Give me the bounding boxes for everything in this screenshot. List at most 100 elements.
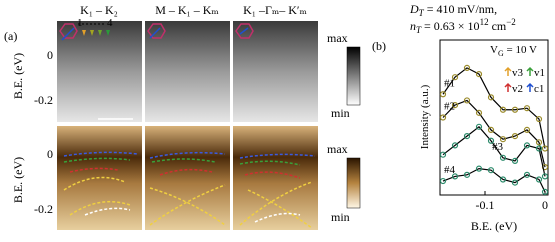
data-point (451, 173, 459, 180)
data-point (523, 171, 531, 178)
unit: cm (489, 19, 507, 33)
band-arrows (82, 30, 110, 36)
colorbar (346, 157, 361, 209)
axis-label: B.E. (eV) (11, 157, 25, 203)
data-point (511, 179, 519, 186)
superscript: −2 (506, 17, 516, 27)
data-point (499, 154, 507, 161)
colorbar-max: max (327, 142, 348, 156)
inset-label: 1 (77, 17, 83, 29)
legend-label: v2 (512, 83, 523, 95)
data-point (451, 74, 459, 81)
data-point (535, 145, 543, 152)
series-label: #3 (492, 141, 504, 153)
data-point (499, 136, 507, 143)
text: = 410 mV/nm, (424, 2, 497, 16)
series-label: #4 (444, 164, 456, 176)
column-title: K₁ – K₂ (80, 3, 118, 17)
symbol: n (410, 19, 416, 33)
data-point (511, 157, 519, 164)
series-label: #1 (444, 77, 455, 89)
axis-label: B.E. (eV) (11, 53, 25, 99)
spectra: -0.1 0 #1 #2 #3 #4 (439, 64, 549, 212)
bz-insets (59, 23, 254, 41)
data-point (463, 97, 471, 104)
data-point (499, 176, 507, 183)
data-point (541, 145, 549, 152)
data-point (511, 106, 519, 113)
data-point (439, 151, 447, 158)
arpes-image (57, 21, 142, 122)
data-point (439, 177, 447, 185)
data-point (511, 133, 519, 140)
data-point (475, 70, 483, 78)
colorbar (346, 46, 361, 106)
data-point (523, 105, 531, 112)
data-point (541, 173, 549, 180)
arpes-image (233, 21, 318, 122)
symbol: D (409, 2, 419, 16)
panel-label: (b) (372, 39, 386, 53)
data-point (475, 109, 483, 116)
data-point (439, 114, 447, 121)
series-label: #2 (444, 101, 455, 113)
data-point (439, 91, 447, 98)
x-axis-label: B.E. (eV) (471, 219, 517, 233)
legend-label: c1 (534, 83, 544, 95)
panel-label: (a) (4, 29, 17, 43)
data-point (475, 165, 483, 172)
column-title: M – K₁ – Kₘ (155, 3, 219, 17)
tick-label: -0.2 (34, 93, 53, 107)
data-point (463, 133, 471, 140)
text: = 10 V (504, 44, 537, 56)
data-point (475, 123, 483, 130)
tick-label: 0 (47, 48, 53, 62)
legend-label: v1 (534, 67, 545, 79)
data-point (535, 115, 543, 123)
fit-line (442, 99, 546, 168)
field-text: DT = 410 mV/nm, (409, 2, 497, 18)
superscript: 12 (480, 17, 489, 27)
tick-label: -0.2 (34, 202, 53, 216)
subscript: G (498, 49, 504, 58)
data-point (451, 142, 459, 149)
y-axis-label: Intensity (a.u.) (419, 84, 431, 149)
data-point (499, 106, 507, 113)
data-point (487, 126, 495, 133)
legend: v3 v1 v2 c1 (504, 66, 545, 95)
data-point (487, 137, 495, 144)
colorbar-max: max (327, 31, 348, 45)
subscript: T (419, 8, 425, 18)
fit-line (442, 125, 546, 177)
legend-label: v3 (512, 67, 524, 79)
data-point (463, 171, 471, 178)
fit-line (442, 67, 546, 149)
curvature-image (233, 126, 318, 230)
data-point (451, 101, 459, 109)
density-text: nT = 0.63 × 1012 cm−2 (410, 17, 516, 35)
data-point (541, 188, 549, 195)
text: = 0.63 × 10 (421, 19, 480, 33)
colorbar-min: min (331, 106, 350, 120)
data-point (487, 94, 495, 101)
symbol: V (490, 44, 498, 56)
data-point (523, 142, 531, 149)
inset-label: 4 (107, 17, 113, 29)
arpes-image (145, 21, 230, 122)
x-tick-label: -0.1 (476, 198, 495, 212)
data-point (535, 139, 543, 146)
data-point (523, 126, 531, 133)
tick-label: 0 (47, 147, 53, 161)
subscript: T (416, 25, 422, 35)
column-title: K₁ –Γₘ– K′ₘ (243, 3, 307, 17)
x-tick-label: 0 (542, 198, 548, 212)
data-point (535, 176, 543, 183)
data-point (487, 167, 495, 174)
arpes-bottom-row (57, 126, 318, 230)
band-guides (63, 151, 316, 229)
arpes-top-row: 1 4 (57, 17, 318, 122)
colorbar-min: min (331, 210, 350, 224)
gate-text: VG = 10 V (490, 44, 537, 58)
curvature-image (145, 126, 230, 230)
